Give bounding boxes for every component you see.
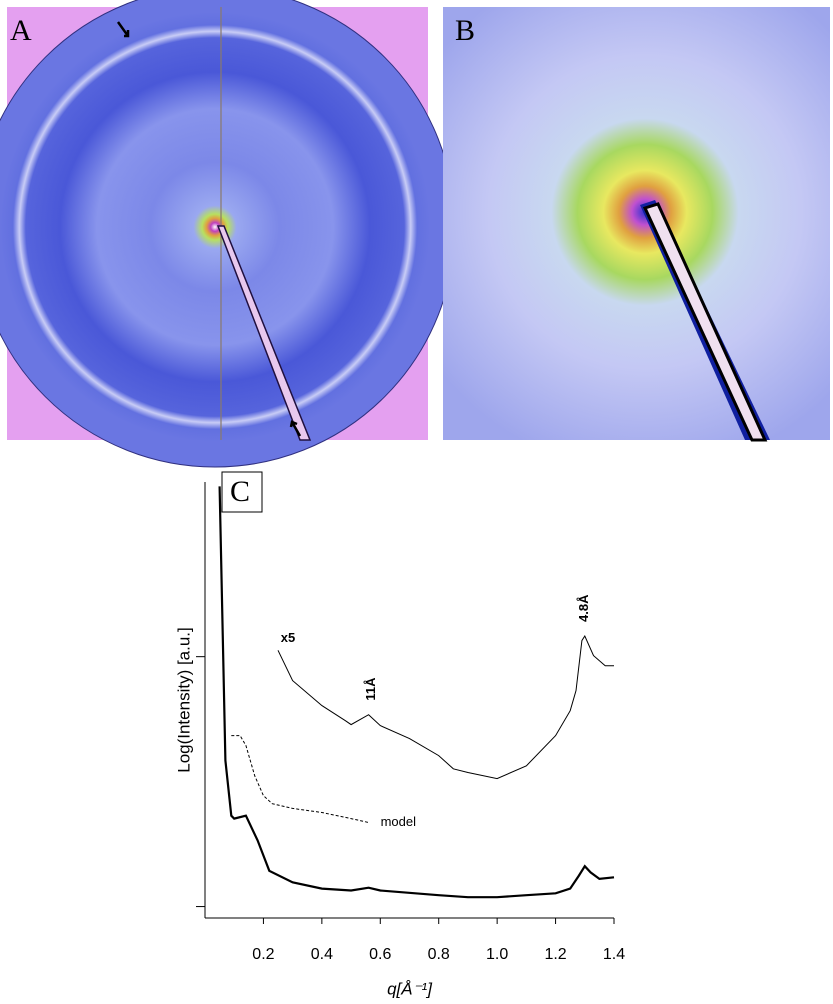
diffraction-zoom	[443, 7, 830, 440]
panel-label: C	[230, 475, 250, 508]
beam-stop	[642, 202, 768, 442]
x-tick-label: 0.4	[311, 946, 333, 963]
panel-a: A	[0, 0, 456, 468]
series-label: model	[381, 814, 417, 829]
data-line	[231, 735, 369, 823]
data-line	[218, 486, 615, 899]
beam-stop	[216, 225, 312, 441]
peak-label: 4.8Å	[576, 594, 591, 622]
panel-label: B	[455, 14, 475, 47]
panel-b: B	[443, 7, 830, 442]
series-label: x5	[281, 630, 295, 645]
y-axis-label: Log(Intensity) [a.u.]	[174, 627, 193, 773]
arrow	[116, 21, 130, 38]
peak-label: 11Å	[363, 677, 378, 701]
panel-label: A	[10, 14, 32, 47]
x-tick-label: 0.2	[252, 946, 274, 963]
x-tick-label: 0.6	[369, 946, 391, 963]
label-box	[221, 471, 263, 513]
x-tick-label: 1.4	[603, 946, 625, 963]
panel-c: C 0.2 0.4 0.6 0.8 1.0 1.2 1.4 q[Å⁻¹] Log(Intensi…	[174, 471, 625, 998]
data-line	[277, 634, 614, 780]
arrow	[289, 420, 302, 437]
x-tick-label: 0.8	[428, 946, 450, 963]
x-tick-label: 1.2	[544, 946, 566, 963]
x-tick-label: 1.0	[486, 946, 508, 963]
x-axis-label: q[Å⁻¹]	[387, 979, 433, 998]
